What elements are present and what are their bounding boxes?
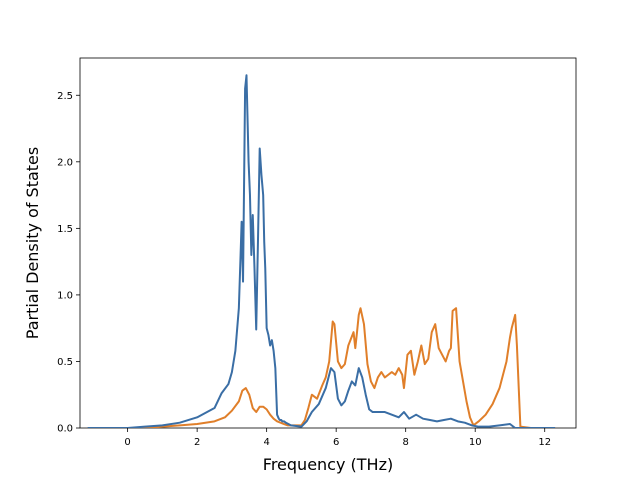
x-axis-label: Frequency (THz) xyxy=(263,455,393,474)
x-tick-label: 6 xyxy=(333,437,339,448)
plot-area: 0 2 4 6 8 10 12 0.0 0.5 1.0 1.5 2.0 2.5 xyxy=(57,57,577,448)
x-axis-ticks: 0 2 4 6 8 10 12 xyxy=(124,428,551,448)
x-tick-label: 10 xyxy=(469,437,482,448)
series-layer xyxy=(87,74,556,428)
series-line-2 xyxy=(87,307,556,428)
y-tick-label: 0.5 xyxy=(57,357,73,368)
y-tick-label: 2.5 xyxy=(57,91,73,102)
x-tick-label: 4 xyxy=(263,437,269,448)
plot-frame xyxy=(79,57,577,429)
y-axis-label: Partial Density of States xyxy=(23,147,42,339)
y-tick-label: 1.5 xyxy=(57,224,73,235)
x-tick-label: 8 xyxy=(402,437,408,448)
y-tick-label: 2.0 xyxy=(57,157,73,168)
x-tick-label: 2 xyxy=(194,437,200,448)
y-tick-label: 0.0 xyxy=(57,424,73,435)
series-line-1 xyxy=(87,74,556,428)
x-tick-label: 0 xyxy=(124,437,130,448)
x-tick-label: 12 xyxy=(538,437,551,448)
y-tick-label: 1.0 xyxy=(57,290,73,301)
y-axis-ticks: 0.0 0.5 1.0 1.5 2.0 2.5 xyxy=(57,91,80,435)
